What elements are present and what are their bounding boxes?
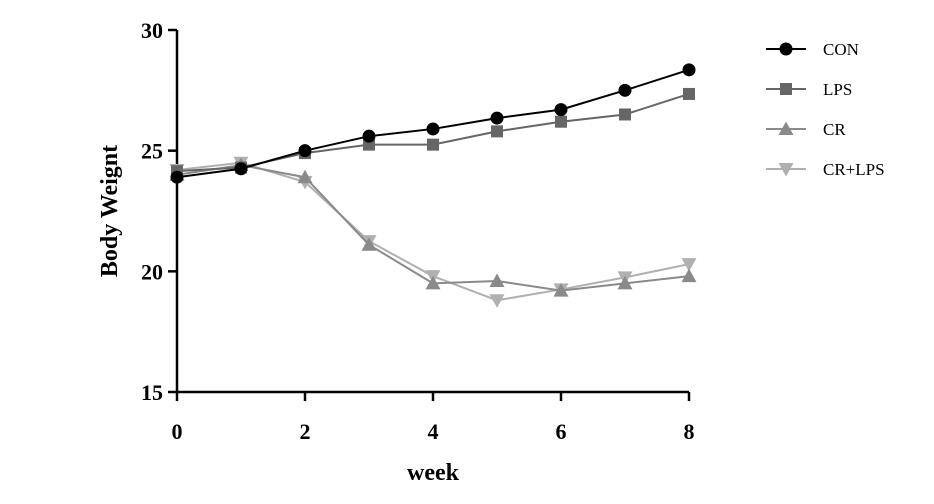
legend-item-lps: LPS bbox=[766, 80, 852, 99]
legend-item-cr: CR bbox=[766, 120, 846, 139]
data-point-lps bbox=[619, 108, 631, 121]
data-point-lps bbox=[555, 115, 567, 128]
legend-label: CR+LPS bbox=[823, 160, 885, 179]
data-point-con bbox=[234, 162, 248, 176]
data-point-con bbox=[618, 83, 632, 97]
data-point-cr bbox=[617, 275, 633, 290]
data-point-con bbox=[682, 63, 696, 77]
data-point-con bbox=[426, 122, 440, 136]
data-point-cr-lps bbox=[681, 258, 697, 272]
ticks: 15 20 25 30 0 2 4 6 8 bbox=[141, 18, 695, 444]
legend: CON LPS CR CR+LPS bbox=[766, 40, 885, 179]
legend-marker bbox=[780, 83, 792, 95]
x-tick-label: 8 bbox=[684, 419, 695, 444]
legend-label: CR bbox=[823, 120, 846, 139]
axes bbox=[175, 30, 689, 394]
data-point-con bbox=[490, 111, 504, 125]
legend-marker bbox=[778, 121, 794, 135]
legend-label: CON bbox=[823, 40, 859, 59]
data-point-lps bbox=[491, 125, 503, 138]
y-tick-label: 20 bbox=[141, 259, 163, 284]
y-axis-title: Body Weignt bbox=[97, 145, 123, 277]
data-point-cr bbox=[681, 268, 697, 283]
y-tick-label: 15 bbox=[141, 380, 163, 405]
x-tick-label: 0 bbox=[172, 419, 183, 444]
data-point-con bbox=[170, 170, 184, 184]
y-tick-label: 30 bbox=[141, 18, 163, 43]
x-tick-label: 4 bbox=[428, 419, 439, 444]
series-con bbox=[170, 63, 696, 184]
data-point-cr-lps bbox=[489, 294, 505, 308]
y-tick-label: 25 bbox=[141, 139, 163, 164]
x-tick-label: 6 bbox=[556, 419, 567, 444]
series-layer bbox=[169, 63, 697, 308]
x-tick-label: 2 bbox=[300, 419, 311, 444]
legend-item-cr-lps: CR+LPS bbox=[766, 160, 885, 179]
data-point-lps bbox=[427, 138, 439, 151]
legend-marker bbox=[778, 163, 794, 177]
data-point-cr bbox=[297, 169, 313, 184]
legend-marker bbox=[779, 42, 793, 56]
data-point-cr bbox=[489, 273, 505, 287]
data-point-con bbox=[298, 144, 312, 158]
data-point-con bbox=[362, 129, 376, 143]
data-point-cr bbox=[425, 275, 441, 290]
legend-label: LPS bbox=[823, 80, 852, 99]
data-point-cr bbox=[361, 237, 377, 251]
data-point-cr bbox=[553, 283, 569, 297]
legend-item-con: CON bbox=[766, 40, 859, 59]
data-point-lps bbox=[683, 87, 695, 100]
data-point-con bbox=[554, 103, 568, 117]
x-axis-title: week bbox=[407, 460, 460, 486]
